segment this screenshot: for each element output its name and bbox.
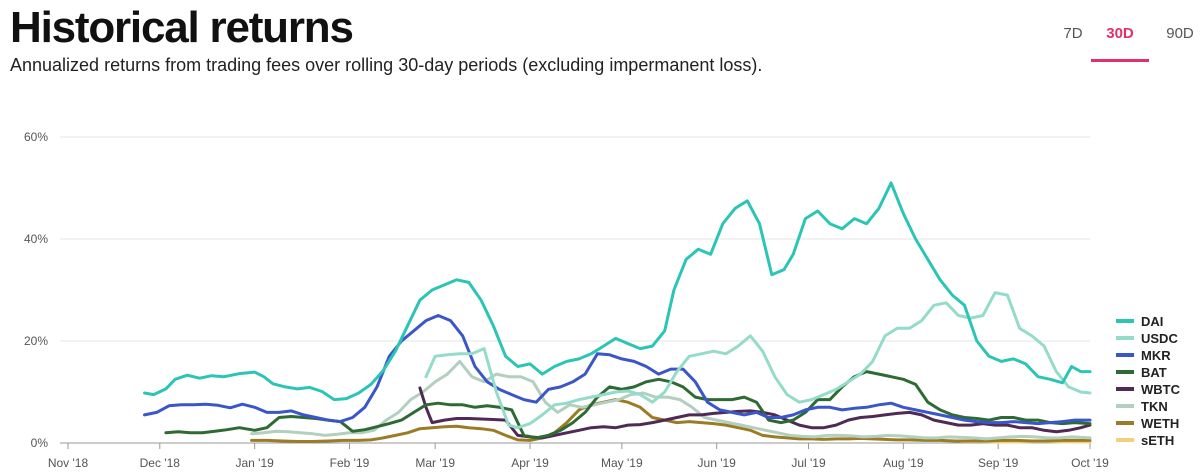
x-tick-label: Jan '19 [235,456,274,470]
tab-7d[interactable]: 7D [1055,22,1091,62]
page-title: Historical returns [10,3,354,52]
x-tick-label: Jul '19 [791,456,826,470]
y-tick-label: 40% [24,232,48,246]
series-line-tkn [250,359,1092,441]
x-tick-label: Oct '19 [1071,456,1109,470]
legend-label-usdc: USDC [1141,331,1178,346]
legend-label-bat: BAT [1141,365,1167,380]
legend-label-tkn: TKN [1141,399,1168,414]
x-tick-label: Aug '19 [883,456,924,470]
tab-90d[interactable]: 90D [1160,22,1200,62]
series-line-wbtc [418,386,1092,440]
y-tick-label: 60% [24,130,48,144]
x-tick-label: Sep '19 [978,456,1019,470]
series-line-bat [164,370,1092,440]
series-lines [143,181,1092,444]
y-tick-label: 0% [31,436,49,450]
y-axis: 0% 20% 40% 60% [24,130,48,450]
page-subtitle: Annualized returns from trading fees ove… [10,55,763,75]
y-tick-label: 20% [24,334,48,348]
series-line-usdc [424,291,1092,430]
x-tick-label: Nov '18 [48,456,89,470]
x-tick-label: Feb '19 [330,456,370,470]
x-axis: Nov '18 Dec '18 Jan '19 Feb '19 Mar '19 Apr '… [48,443,1109,470]
legend-label-seth: sETH [1141,433,1174,448]
active-tab-indicator [1091,59,1149,62]
grid-lines [60,136,1090,444]
x-tick-label: Dec '18 [140,456,181,470]
legend-label-mkr: MKR [1141,348,1171,363]
x-tick-label: Apr '19 [511,456,549,470]
legend-label-weth: WETH [1141,416,1179,431]
tab-90d-label: 90D [1166,25,1194,42]
series-line-mkr [143,314,1092,426]
x-tick-label: Mar '19 [415,456,455,470]
legend: DAI USDC MKR BAT WBTC TKN WETH sETH [1116,314,1181,448]
tab-30d-label: 30D [1106,25,1134,42]
x-tick-label: May '19 [601,456,643,470]
legend-label-dai: DAI [1141,314,1163,329]
x-tick-label: Jun '19 [698,456,737,470]
tab-7d-label: 7D [1063,25,1083,42]
series-line-dai [143,181,1092,402]
tab-30d[interactable]: 30D [1091,22,1149,62]
legend-label-wbtc: WBTC [1141,382,1181,397]
